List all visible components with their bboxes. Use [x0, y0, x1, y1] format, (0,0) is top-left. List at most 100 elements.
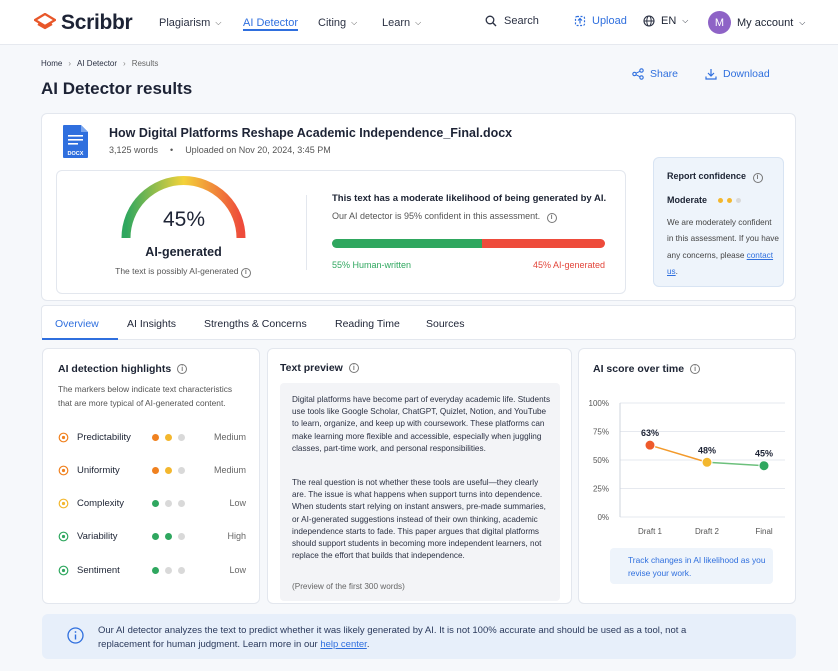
level-dot — [165, 499, 172, 507]
avatar: M — [708, 11, 731, 34]
file-type-label: DOCX — [68, 151, 84, 157]
account-label: My account — [737, 16, 794, 29]
info-icon[interactable]: i — [546, 212, 557, 223]
highlight-row: Uniformity Medium — [58, 461, 246, 479]
info-icon[interactable]: i — [348, 363, 359, 373]
level-dot — [178, 566, 185, 574]
scribbr-logo-icon — [34, 13, 56, 30]
highlight-level: Low — [229, 498, 246, 508]
breadcrumb: Home › AI Detector › Results — [41, 59, 158, 68]
info-icon[interactable]: i — [690, 364, 701, 374]
info-icon[interactable]: i — [752, 172, 763, 183]
meta-dot: • — [170, 145, 174, 155]
ai-score-subtitle-text: The text is possibly AI-generated — [115, 266, 239, 276]
level-dot — [152, 532, 159, 540]
breadcrumb-home[interactable]: Home — [41, 59, 63, 68]
human-bar-segment — [332, 239, 483, 248]
ai-detection-highlights-panel — [42, 348, 260, 604]
brand-name: Scribbr — [61, 11, 133, 34]
language-selector[interactable]: EN ⌵ — [643, 15, 688, 27]
predictability-icon — [58, 432, 69, 442]
disclaimer-banner — [42, 614, 796, 659]
report-confidence-title-text: Report confidence — [667, 171, 747, 181]
page-title: AI Detector results — [41, 79, 193, 98]
share-label: Share — [650, 68, 679, 80]
sentiment-icon — [58, 565, 69, 575]
report-confidence-title: Report confidence i — [667, 171, 763, 183]
level-dot — [165, 532, 172, 540]
human-written-label: 55% Human-written — [332, 260, 412, 270]
upload-button[interactable]: Upload — [574, 15, 627, 27]
data-label: 63% — [641, 428, 659, 438]
tab-sources[interactable]: Sources — [426, 318, 465, 330]
chevron-down-icon: ⌵ — [215, 17, 222, 27]
level-dot — [178, 499, 185, 507]
results-tabs: Overview AI Insights Strengths & Concern… — [41, 305, 796, 340]
level-dot — [165, 566, 172, 574]
help-center-link[interactable]: help center — [320, 639, 367, 650]
data-label: 45% — [755, 449, 773, 459]
download-button[interactable]: Download — [705, 68, 770, 80]
active-tab-indicator — [42, 338, 118, 340]
info-icon[interactable]: i — [240, 267, 251, 278]
highlight-row: Sentiment Low — [58, 561, 246, 579]
level-dot — [178, 466, 185, 474]
highlight-name: Predictability — [77, 431, 131, 443]
level-dot — [152, 466, 159, 474]
text-preview-title-text: Text preview — [280, 362, 343, 374]
docx-file-icon: DOCX — [63, 125, 88, 158]
human-ai-ratio-bar — [332, 239, 605, 248]
level-dot — [165, 433, 172, 441]
chevron-right-icon: › — [123, 59, 126, 68]
highlight-row: Predictability Medium — [58, 428, 246, 446]
breadcrumb-current: Results — [131, 59, 159, 68]
tab-strengths-concerns[interactable]: Strengths & Concerns — [204, 318, 307, 330]
highlight-level-dots — [152, 433, 208, 441]
breadcrumb-ai-detector[interactable]: AI Detector — [77, 59, 118, 68]
report-confidence-end: . — [675, 266, 678, 276]
highlight-level: Low — [229, 565, 246, 575]
document-name: How Digital Platforms Reshape Academic I… — [109, 126, 513, 140]
nav-ai-detector[interactable]: AI Detector — [243, 0, 299, 45]
account-menu[interactable]: M My account ⌵ — [708, 11, 805, 34]
chevron-down-icon: ⌵ — [799, 17, 806, 27]
nav-learn[interactable]: Learn ⌵ — [382, 0, 421, 45]
highlight-level-dots — [152, 466, 208, 474]
ai-score-line-chart: 0% 25% 50% 75% 100% 63% Draft 1 48% Draft 2 45% Fi… — [589, 399, 785, 536]
data-point — [758, 460, 770, 472]
level-dot — [165, 466, 172, 474]
nav-citing[interactable]: Citing ⌵ — [318, 0, 357, 45]
disclaimer-text: Our AI detector analyzes the text to pre… — [98, 624, 738, 652]
highlights-title-text: AI detection highlights — [58, 363, 172, 375]
confidence-text: Our AI detector is 95% confident in this… — [332, 211, 541, 221]
highlight-level: High — [227, 531, 246, 541]
level-dot — [152, 566, 159, 574]
contact-us-link[interactable]: contact us — [667, 250, 774, 276]
tab-ai-insights[interactable]: AI Insights — [127, 318, 177, 330]
complexity-icon — [58, 498, 69, 508]
scribbr-logo[interactable]: Scribbr — [34, 11, 133, 35]
word-count: 3,125 words — [109, 145, 159, 155]
series-line-segment — [706, 461, 765, 467]
upload-icon — [574, 15, 586, 27]
variability-icon — [58, 531, 69, 541]
nav-plagiarism[interactable]: Plagiarism ⌵ — [159, 0, 221, 45]
ai-score-percent: 45% — [162, 208, 206, 231]
y-tick-label: 100% — [589, 399, 609, 408]
highlight-level-dots — [152, 532, 208, 540]
tab-reading-time[interactable]: Reading Time — [335, 318, 400, 330]
info-icon[interactable]: i — [177, 364, 188, 374]
data-label: 48% — [698, 445, 716, 455]
info-circle-icon — [67, 627, 84, 644]
tab-overview[interactable]: Overview — [55, 318, 99, 330]
share-button[interactable]: Share — [632, 68, 678, 80]
data-point — [701, 456, 713, 468]
highlight-row: Variability High — [58, 527, 246, 545]
chart-title: AI score over time i — [593, 363, 701, 375]
confidence-dot — [726, 198, 732, 204]
uniformity-icon — [58, 465, 69, 475]
chevron-down-icon: ⌵ — [351, 17, 358, 27]
search-button[interactable]: Search — [485, 15, 539, 27]
level-dot — [152, 433, 159, 441]
x-tick-label: Draft 1 — [638, 527, 663, 536]
